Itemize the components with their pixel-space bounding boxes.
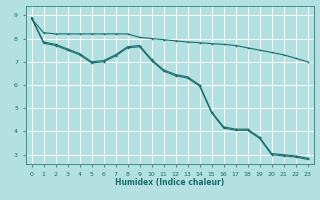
X-axis label: Humidex (Indice chaleur): Humidex (Indice chaleur) bbox=[115, 178, 224, 187]
